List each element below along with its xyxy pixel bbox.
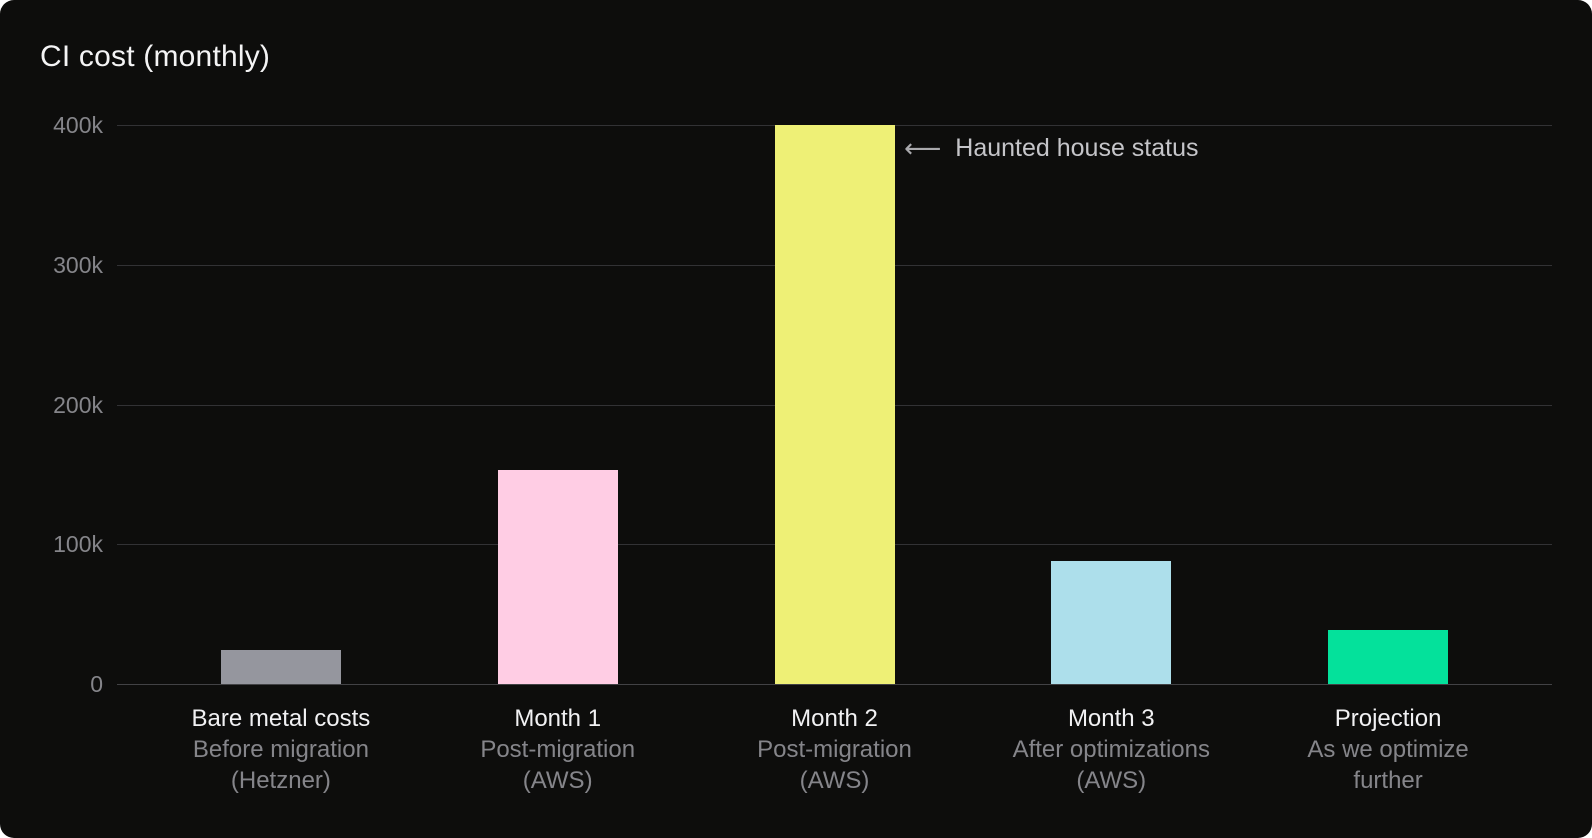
- x-label-subtitle: (AWS): [799, 767, 870, 794]
- y-tick-label: 400k: [53, 112, 103, 138]
- x-label-month-3: Month 3 After optimizations (AWS): [951, 703, 1271, 796]
- x-label-subtitle: As we optimize: [1307, 736, 1469, 763]
- x-label-subtitle: (AWS): [1076, 767, 1147, 794]
- x-label-subtitle: After optimizations: [1012, 736, 1210, 763]
- y-tick-label: 200k: [53, 391, 103, 418]
- x-label-subtitle: Post-migration: [757, 736, 912, 763]
- x-label-title: Month 1: [514, 705, 602, 732]
- x-label-bare-metal-costs: Bare metal costs Before migration (Hetzner…: [121, 703, 441, 796]
- bar-bare-metal-costs: [220, 650, 341, 684]
- bar-month-1: [497, 470, 618, 684]
- bar-month-3: [1051, 561, 1172, 684]
- y-tick-label: 300k: [53, 251, 103, 278]
- x-label-subtitle: Post-migration: [480, 736, 636, 763]
- chart-title: CI cost (monthly): [40, 40, 271, 73]
- x-label-title: Bare metal costs: [191, 705, 371, 732]
- y-tick-label: 0: [90, 671, 103, 697]
- x-label-title: Projection: [1334, 705, 1442, 732]
- gridline-0: [117, 684, 1552, 685]
- x-label-title: Month 2: [791, 705, 878, 732]
- x-label-subtitle: further: [1353, 767, 1423, 794]
- left-arrow-icon: ⟵: [904, 133, 942, 163]
- annotation: ⟵ Haunted house status: [904, 133, 1199, 163]
- y-tick-label: 100k: [53, 531, 103, 558]
- annotation-text: Haunted house status: [955, 134, 1199, 162]
- x-label-title: Month 3: [1067, 705, 1155, 732]
- bar-month-2: [774, 125, 895, 684]
- plot-area: [117, 125, 1552, 685]
- x-label-month-2: Month 2 Post-migration (AWS): [675, 703, 995, 796]
- x-label-subtitle: Before migration: [192, 736, 369, 763]
- x-label-subtitle: (Hetzner): [230, 767, 331, 794]
- x-label-projection: Projection As we optimize further: [1228, 703, 1548, 796]
- x-label-month-1: Month 1 Post-migration (AWS): [398, 703, 718, 796]
- bar-projection: [1328, 629, 1449, 684]
- x-label-subtitle: (AWS): [522, 767, 593, 794]
